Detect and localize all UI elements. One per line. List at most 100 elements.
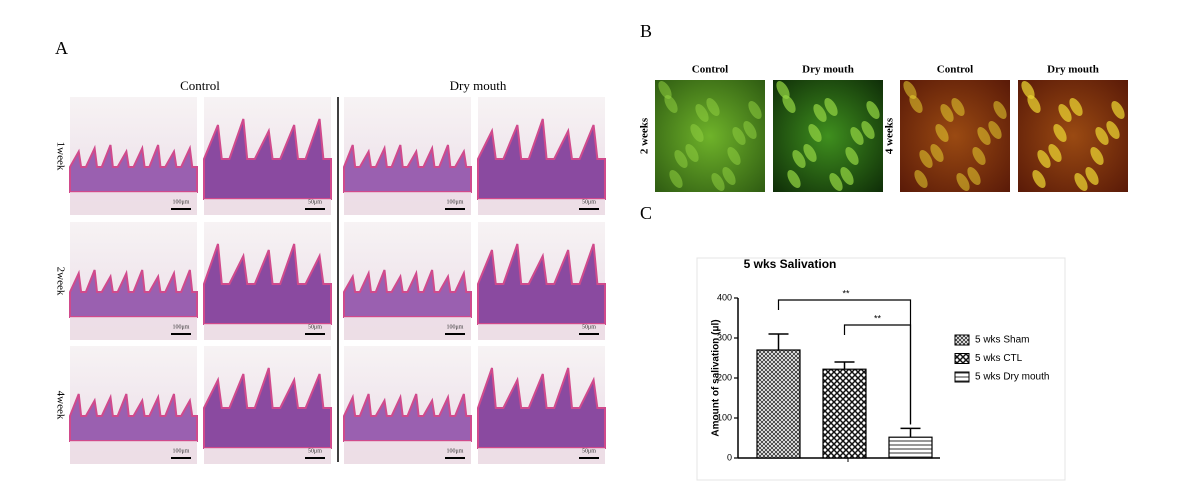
epithelium: [343, 269, 472, 318]
cell: [829, 172, 843, 192]
cell: [1085, 166, 1099, 186]
cell: [1095, 126, 1109, 146]
error-bar: [768, 333, 789, 350]
row-label: 2 weeks: [639, 117, 651, 154]
scale-label: 100μm: [173, 448, 190, 454]
row-label: 2week: [54, 267, 66, 296]
epithelium: [69, 269, 198, 318]
cell: [722, 166, 736, 186]
cell: [792, 149, 806, 169]
epithelium: [203, 243, 332, 325]
significance-label: **: [874, 313, 882, 323]
legend-swatch: [954, 334, 970, 346]
fluorescence-grid: Control Dry mouth Control Dry mouth 2 weeks 4…: [639, 64, 1128, 192]
histology-image: 100μm: [343, 97, 472, 215]
scale-label: 100μm: [447, 199, 464, 205]
significance-bracket: [843, 324, 912, 425]
histology-image: 100μm: [69, 346, 198, 464]
scale-label: 50μm: [582, 448, 596, 454]
cell: [727, 146, 741, 166]
histology-image: 100μm: [69, 222, 198, 340]
fluorescence-image: [655, 80, 765, 192]
cell: [988, 120, 1002, 140]
cell: [909, 94, 923, 114]
column-heading: Control: [180, 78, 220, 93]
cell: [658, 80, 672, 100]
stroma: [344, 317, 471, 340]
histology-image: 100μm: [343, 346, 472, 464]
fluorescence-image: [1018, 80, 1128, 192]
histology-image: 50μm: [477, 97, 606, 215]
fluorescence-image: [900, 80, 1010, 192]
cell: [1032, 169, 1046, 189]
cell: [903, 80, 917, 100]
stroma: [344, 441, 471, 464]
stroma: [70, 192, 197, 215]
bar: [756, 349, 801, 459]
epithelium: [477, 243, 606, 325]
histology-image: 50μm: [203, 346, 332, 464]
cell: [803, 143, 817, 163]
bar: [822, 368, 867, 459]
cell: [808, 123, 822, 143]
cell: [711, 172, 725, 192]
cell: [1090, 146, 1104, 166]
scale-label: 50μm: [308, 448, 322, 454]
stroma: [70, 317, 197, 340]
cell: [967, 166, 981, 186]
epithelium: [203, 118, 332, 200]
cell: [664, 94, 678, 114]
cell: [914, 169, 928, 189]
cell: [1111, 100, 1125, 120]
y-axis-label: Amount of salivation (μl): [711, 319, 722, 436]
cell: [930, 143, 944, 163]
cell: [845, 146, 859, 166]
cell: [787, 169, 801, 189]
scale-label: 100μm: [447, 448, 464, 454]
cell: [940, 103, 954, 123]
stroma: [344, 192, 471, 215]
stroma: [478, 448, 605, 464]
histology-image: 100μm: [69, 97, 198, 215]
error-bar: [834, 361, 855, 370]
cell: [850, 126, 864, 146]
cell: [1048, 143, 1062, 163]
y-tick-label: 0: [727, 452, 732, 462]
stroma: [204, 448, 331, 464]
cell: [1027, 94, 1041, 114]
cell: [1053, 123, 1067, 143]
scale-label: 50μm: [582, 324, 596, 330]
row-label: 4week: [54, 391, 66, 420]
epithelium: [69, 144, 198, 193]
histology-image: 50μm: [477, 222, 606, 340]
cell: [695, 103, 709, 123]
legend-label: 5 wks Dry mouth: [975, 372, 1049, 383]
y-tick-label: 400: [717, 292, 732, 302]
cell: [951, 97, 965, 117]
stroma: [204, 199, 331, 215]
cell: [935, 123, 949, 143]
cell: [782, 94, 796, 114]
histology-image: 50μm: [477, 346, 606, 464]
bar: [888, 436, 933, 459]
stroma: [478, 324, 605, 340]
cell: [824, 97, 838, 117]
significance-label: **: [842, 288, 850, 298]
cell: [919, 149, 933, 169]
cell: [1069, 97, 1083, 117]
scale-label: 100μm: [173, 199, 190, 205]
histology-image: 100μm: [343, 222, 472, 340]
cell: [840, 166, 854, 186]
cell: [1074, 172, 1088, 192]
cell: [685, 143, 699, 163]
epithelium: [477, 367, 606, 449]
epithelium: [203, 367, 332, 449]
epithelium: [69, 393, 198, 442]
cell: [1021, 80, 1035, 100]
scale-label: 50μm: [308, 324, 322, 330]
cell: [956, 172, 970, 192]
cell: [674, 149, 688, 169]
error-bar: [900, 427, 921, 438]
cell: [748, 100, 762, 120]
